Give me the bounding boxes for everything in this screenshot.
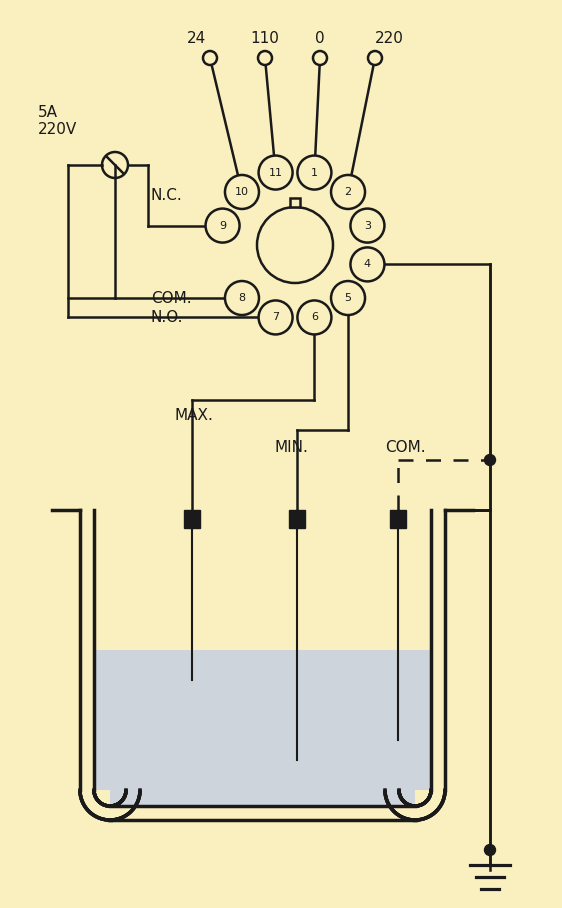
Circle shape <box>259 155 293 190</box>
Text: 6: 6 <box>311 312 318 322</box>
Text: 10: 10 <box>235 187 249 197</box>
Circle shape <box>225 175 259 209</box>
Circle shape <box>313 51 327 65</box>
Text: 7: 7 <box>272 312 279 322</box>
Text: 110: 110 <box>251 31 279 46</box>
Text: N.C.: N.C. <box>151 187 183 202</box>
Circle shape <box>484 455 496 466</box>
Bar <box>289 510 305 528</box>
Circle shape <box>331 281 365 315</box>
Circle shape <box>331 175 365 209</box>
Text: 3: 3 <box>364 221 371 231</box>
Circle shape <box>484 844 496 855</box>
Text: 24: 24 <box>187 31 206 46</box>
Text: COM.: COM. <box>151 291 192 305</box>
Circle shape <box>203 51 217 65</box>
Circle shape <box>351 247 384 281</box>
Text: 220: 220 <box>374 31 404 46</box>
Circle shape <box>297 301 332 334</box>
Text: 5: 5 <box>345 293 352 303</box>
FancyBboxPatch shape <box>110 650 415 806</box>
Text: 0: 0 <box>315 31 325 46</box>
Text: 1: 1 <box>311 168 318 178</box>
Circle shape <box>259 301 293 334</box>
Text: 8: 8 <box>238 293 246 303</box>
Bar <box>184 510 200 528</box>
Circle shape <box>368 51 382 65</box>
FancyBboxPatch shape <box>94 650 431 790</box>
Text: 2: 2 <box>345 187 352 197</box>
Circle shape <box>351 209 384 242</box>
Circle shape <box>225 281 259 315</box>
Bar <box>390 510 406 528</box>
Text: MIN.: MIN. <box>275 439 309 455</box>
Bar <box>290 198 300 207</box>
Circle shape <box>206 209 239 242</box>
Circle shape <box>297 155 332 190</box>
Circle shape <box>258 51 272 65</box>
Text: 4: 4 <box>364 260 371 270</box>
Text: COM.: COM. <box>385 439 425 455</box>
Text: 9: 9 <box>219 221 226 231</box>
Text: N.O.: N.O. <box>151 310 184 325</box>
Text: MAX.: MAX. <box>175 408 214 422</box>
Text: 11: 11 <box>269 168 283 178</box>
Text: 5A
220V: 5A 220V <box>38 105 77 137</box>
